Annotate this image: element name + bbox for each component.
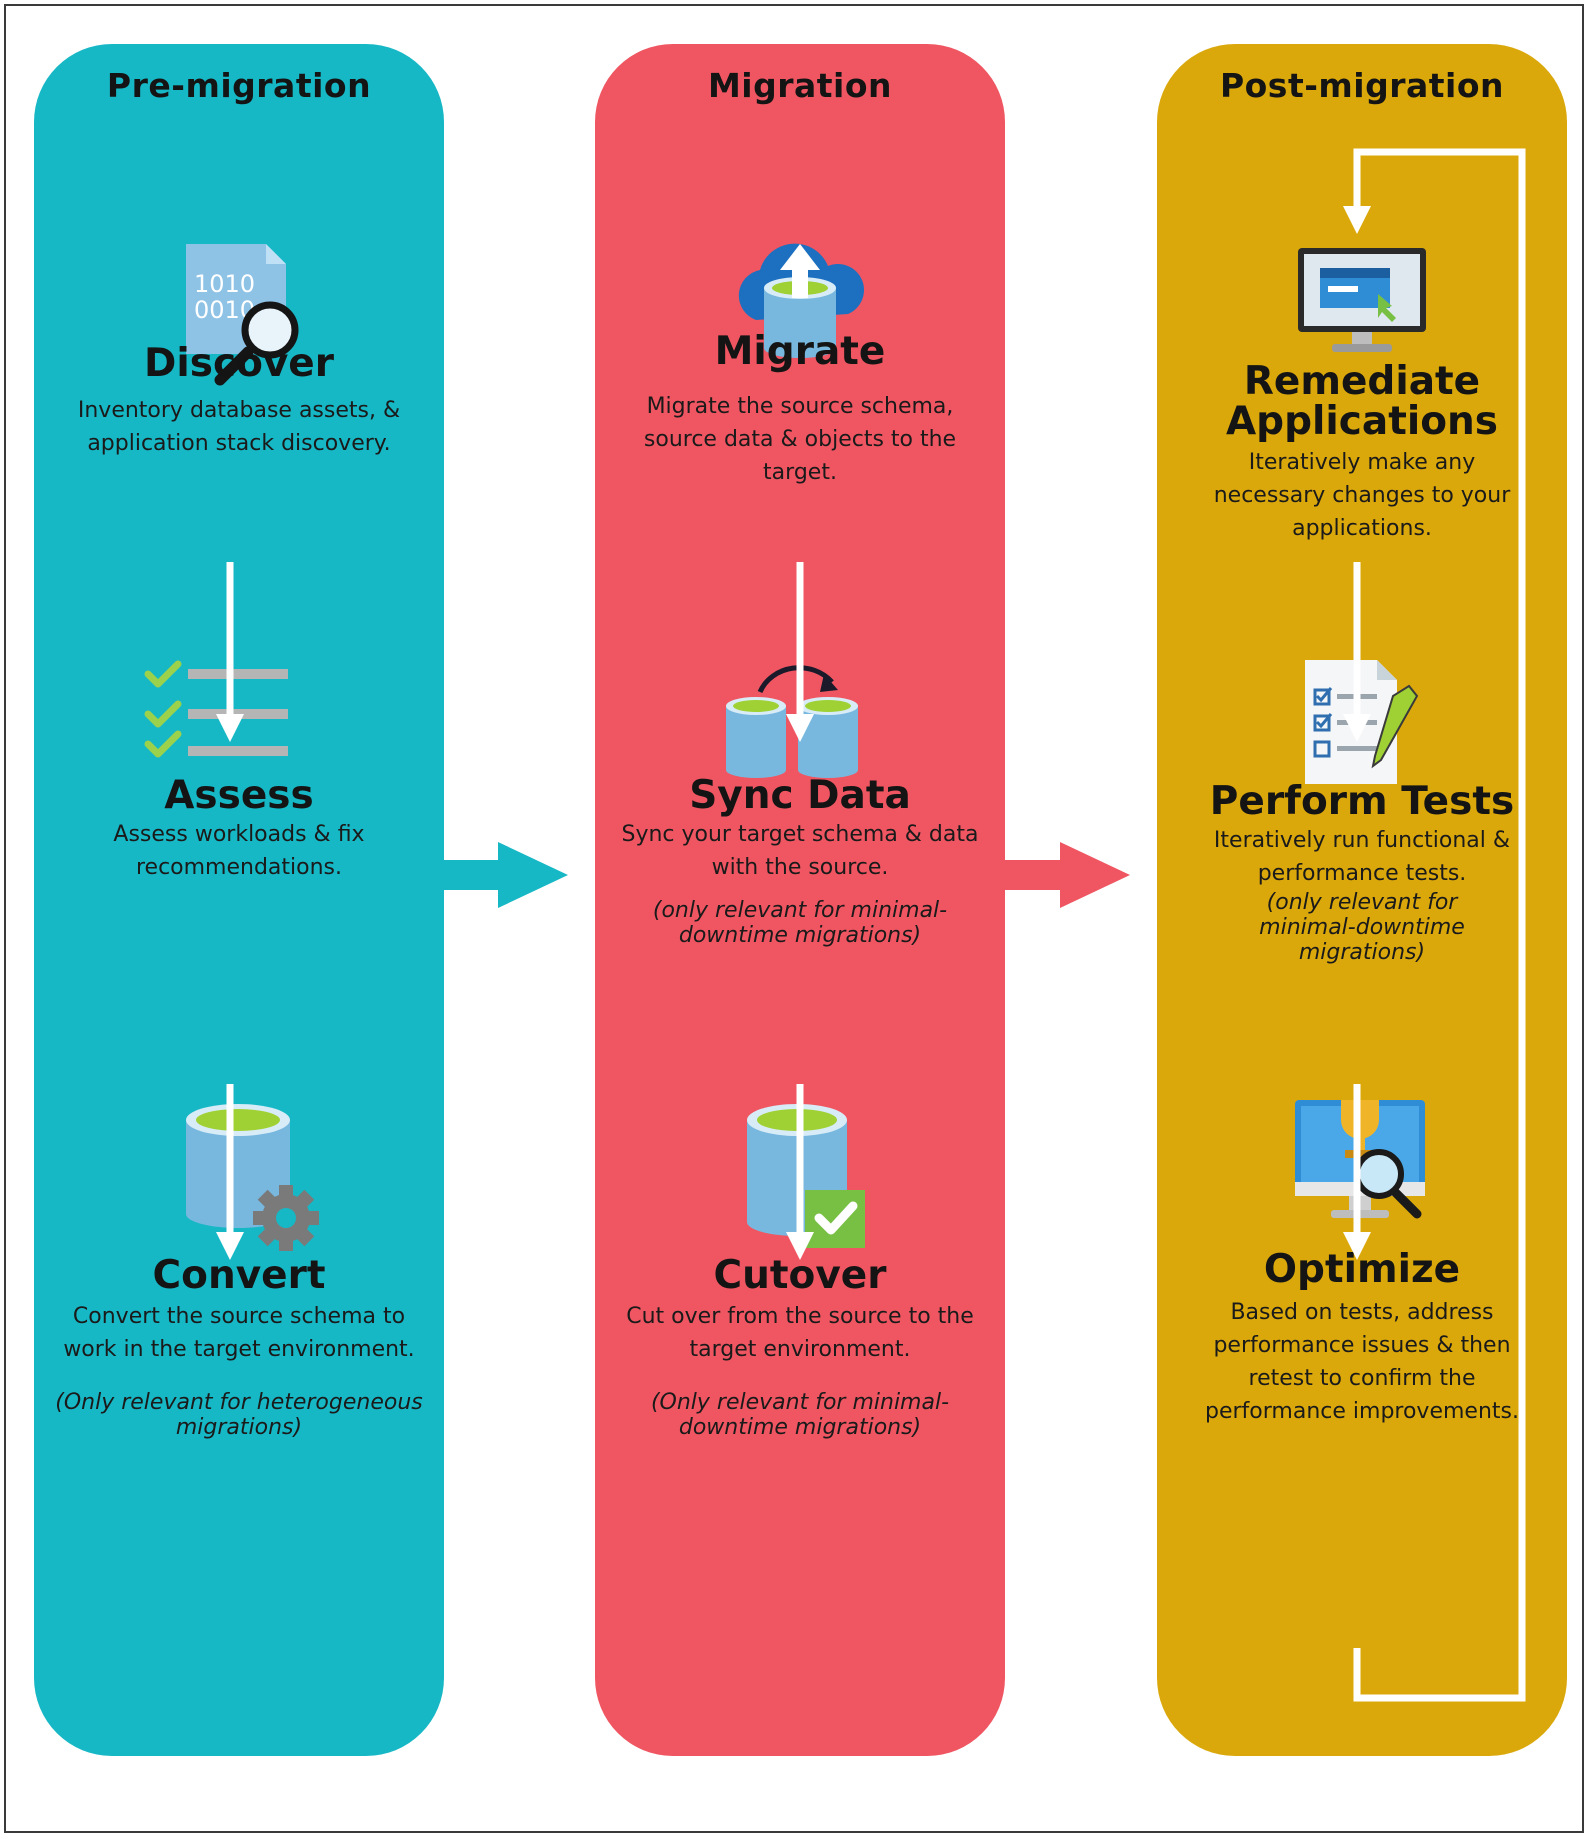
step-convert: Convert Convert the source schema to wor… bbox=[34, 1253, 444, 1441]
column-title: Migration bbox=[707, 66, 893, 105]
step-description: Iteratively make any necessary changes t… bbox=[1213, 450, 1511, 541]
arrow-down-remediate-tests bbox=[1343, 562, 1371, 742]
step-description: Based on tests, address performance issu… bbox=[1205, 1300, 1519, 1424]
step-migrate: Migrate Migrate the source schema, sourc… bbox=[595, 332, 1005, 489]
database-gear-icon bbox=[186, 1104, 319, 1251]
step-perform-tests: Perform Tests Iteratively run functional… bbox=[1157, 779, 1567, 966]
svg-text:1010: 1010 bbox=[194, 270, 255, 298]
arrow-down-sync-cutover bbox=[786, 1084, 814, 1260]
arrow-down-discover-assess bbox=[216, 562, 244, 742]
step-description: Inventory database assets, & application… bbox=[77, 398, 401, 456]
column-pre-migration: Pre-migration 1010 0010 Discover Invento… bbox=[34, 44, 444, 1756]
step-remediate-applications: Remediate Applications Iteratively make … bbox=[1157, 362, 1567, 545]
arrow-down-migrate-sync bbox=[786, 562, 814, 742]
step-title: Discover bbox=[144, 341, 334, 386]
step-description: Cut over from the source to the target e… bbox=[626, 1304, 974, 1362]
column-migration: Migration Migrate Migrate the source sch… bbox=[595, 44, 1005, 1756]
step-title: Migrate bbox=[714, 329, 886, 374]
arrow-down-assess-convert bbox=[216, 1084, 244, 1260]
step-note: (only relevant for minimal-downtime migr… bbox=[652, 898, 948, 948]
binary-file-magnifier-icon: 1010 0010 bbox=[186, 244, 299, 386]
step-note: (Only relevant for heterogeneous migrati… bbox=[55, 1390, 423, 1440]
step-title: Optimize bbox=[1263, 1247, 1461, 1292]
step-title: Sync Data bbox=[689, 773, 911, 818]
step-assess: Assess Assess workloads & fix recommenda… bbox=[34, 776, 444, 884]
step-description: Sync your target schema & data with the … bbox=[621, 822, 979, 880]
column-post-migration: Post-migration Remediate Applications It… bbox=[1157, 44, 1567, 1756]
step-title: Convert bbox=[152, 1253, 326, 1298]
step-sync-data: Sync Data Sync your target schema & data… bbox=[595, 773, 1005, 949]
arrow-pre-to-migration bbox=[440, 842, 568, 908]
step-title: Cutover bbox=[713, 1253, 887, 1298]
step-description: Convert the source schema to work in the… bbox=[63, 1304, 415, 1362]
step-description: Migrate the source schema, source data &… bbox=[643, 394, 957, 485]
column-title: Post-migration bbox=[1219, 66, 1505, 105]
database-sync-icon bbox=[726, 665, 858, 778]
step-title: Perform Tests bbox=[1209, 779, 1515, 824]
step-description: Iteratively run functional & performance… bbox=[1213, 828, 1511, 886]
step-discover: Discover Inventory database assets, & ap… bbox=[34, 344, 444, 460]
monitor-app-icon bbox=[1298, 248, 1426, 352]
cloud-upload-database-icon bbox=[738, 243, 864, 358]
step-optimize: Optimize Based on tests, address perform… bbox=[1157, 1250, 1567, 1428]
arrow-down-tests-optimize bbox=[1343, 1084, 1371, 1260]
column-title: Pre-migration bbox=[106, 66, 372, 105]
step-note: (Only relevant for minimal-downtime migr… bbox=[650, 1390, 950, 1440]
feedback-loop-arrow bbox=[1343, 148, 1526, 1702]
step-note: (only relevant for minimal-downtime migr… bbox=[1259, 890, 1465, 965]
step-title: Assess bbox=[164, 773, 314, 818]
arrow-migration-to-post bbox=[1002, 842, 1130, 908]
step-title: Remediate Applications bbox=[1226, 359, 1498, 444]
step-cutover: Cutover Cut over from the source to the … bbox=[595, 1253, 1005, 1441]
step-description: Assess workloads & fix recommendations. bbox=[113, 822, 365, 880]
